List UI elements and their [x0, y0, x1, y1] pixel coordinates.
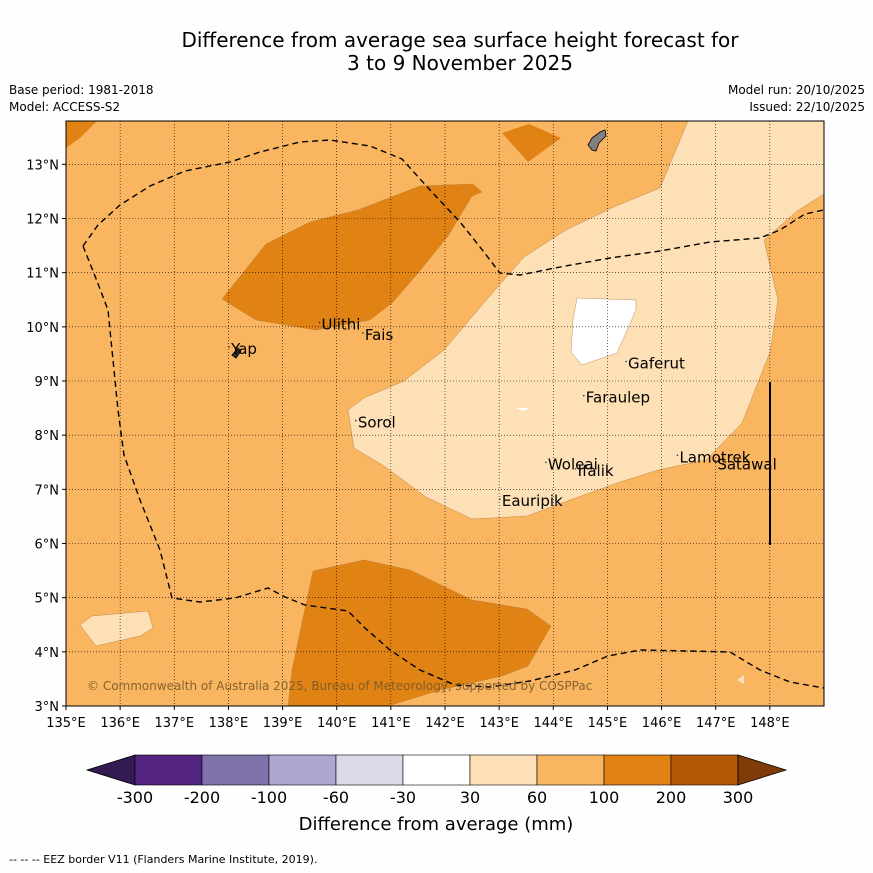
place-label: Ifalik	[578, 462, 614, 480]
lon-tick-label: 136°E	[100, 716, 140, 731]
place-marker	[545, 461, 547, 464]
lat-tick-label: 3°N	[35, 700, 60, 715]
colorbar-box	[335, 754, 404, 786]
lon-tick-label: 142°E	[425, 716, 465, 731]
region-100-200-south	[287, 559, 552, 706]
colorbar-tick-label: 200	[656, 788, 687, 807]
map-gridlines	[66, 121, 824, 706]
chart-title-line1: Difference from average sea surface heig…	[181, 28, 739, 52]
lon-tick-label: 143°E	[479, 716, 519, 731]
land-yap	[231, 347, 242, 359]
place-marker	[362, 332, 364, 334]
colorbar-tick-label: 60	[527, 788, 547, 807]
colorbar-tick-label: 30	[460, 788, 480, 807]
lon-tick-label: 141°E	[371, 716, 411, 731]
model-name: Model: ACCESS-S2	[9, 100, 121, 114]
lon-tick-label: 148°E	[750, 716, 790, 731]
lon-tick-label: 146°E	[642, 716, 682, 731]
colorbar-ticks: -300 -200 -100 -60 -30 30 60 100 200 300	[117, 788, 753, 807]
lat-tick-label: 13°N	[26, 158, 59, 173]
lat-tick-label: 12°N	[26, 213, 59, 228]
colorbar-tick-label: 300	[723, 788, 754, 807]
land-guam	[587, 129, 607, 152]
colorbar-tick-label: -60	[323, 788, 349, 807]
lon-tick-label: 138°E	[209, 716, 249, 731]
latitude-axis: 3°N 4°N 5°N 6°N 7°N 8°N 9°N 10°N 11°N 12°N 13°N	[26, 158, 66, 715]
colorbar-tick-label: 100	[589, 788, 620, 807]
colorbar-high-arrow	[737, 754, 788, 786]
lon-tick-label: 135°E	[46, 716, 86, 731]
colorbar-low-arrow	[85, 754, 136, 786]
eez-border-line	[82, 139, 824, 689]
place-marker	[714, 461, 717, 464]
place-marker	[574, 467, 577, 470]
lat-tick-label: 7°N	[35, 483, 60, 498]
chart-title-line2: 3 to 9 November 2025	[347, 51, 573, 75]
place-marker	[228, 346, 230, 348]
map-plot-area	[66, 121, 824, 706]
place-label: Sorol	[358, 414, 396, 432]
lat-tick-label: 8°N	[35, 429, 60, 444]
region-white-center	[570, 297, 637, 366]
longitude-axis: 135°E 136°E 137°E 138°E 139°E 140°E 141°E 142°E…	[46, 706, 790, 731]
place-label: Satawal	[717, 455, 776, 473]
place-label: Woleai	[548, 455, 598, 473]
lat-tick-label: 11°N	[26, 267, 59, 282]
place-marker	[625, 360, 627, 363]
place-label: Faraulep	[586, 389, 650, 407]
place-marker	[676, 454, 679, 457]
lon-tick-label: 140°E	[317, 716, 357, 731]
lat-tick-label: 4°N	[35, 646, 60, 661]
place-marker	[499, 498, 501, 500]
colorbar-box	[670, 754, 739, 786]
colorbar-box	[469, 754, 538, 786]
colorbar-tick-label: -200	[184, 788, 220, 807]
region-30-60-tiny	[737, 675, 744, 684]
colorbar-box	[536, 754, 605, 786]
lat-tick-label: 10°N	[26, 321, 59, 336]
colorbar-tick-label: -100	[251, 788, 287, 807]
lon-tick-label: 147°E	[696, 716, 736, 731]
colorbar: -300 -200 -100 -60 -30 30 60 100 200 300 Differen…	[85, 754, 788, 835]
issued-date: Issued: 22/10/2025	[749, 100, 865, 114]
colorbar-box	[268, 754, 337, 786]
colorbar-box	[201, 754, 270, 786]
eez-footnote: -- -- -- EEZ border V11 (Flanders Marine…	[9, 853, 318, 866]
colorbar-tick-label: -30	[390, 788, 416, 807]
base-period: Base period: 1981-2018	[9, 83, 154, 97]
place-marker	[355, 419, 357, 422]
colorbar-box	[134, 754, 203, 786]
place-label: Gaferut	[628, 355, 685, 373]
region-100-200-nw-corner	[66, 121, 97, 148]
model-run: Model run: 20/10/2025	[727, 83, 865, 97]
colorbar-box	[402, 754, 471, 786]
colorbar-label: Difference from average (mm)	[299, 814, 574, 835]
lon-tick-label: 144°E	[534, 716, 574, 731]
colorbar-tick-label: -300	[117, 788, 153, 807]
lon-tick-label: 139°E	[263, 716, 303, 731]
place-label: Yap	[230, 340, 257, 358]
region-white-small	[516, 408, 529, 411]
lon-tick-label: 137°E	[155, 716, 195, 731]
lat-tick-label: 6°N	[35, 538, 60, 553]
region-30-60-southwest	[79, 610, 154, 647]
place-marker	[318, 321, 321, 324]
region-100-200-northeast	[502, 124, 561, 162]
lon-tick-label: 145°E	[588, 716, 628, 731]
copyright-notice: © Commonwealth of Australia 2025, Bureau…	[87, 679, 592, 693]
lat-tick-label: 5°N	[35, 592, 60, 607]
place-marker	[582, 394, 585, 397]
colorbar-boxes	[134, 754, 739, 786]
place-label: Lamotrek	[679, 448, 750, 466]
lat-tick-label: 9°N	[35, 375, 60, 390]
colorbar-box	[603, 754, 672, 786]
place-label: Eauripik	[502, 492, 563, 510]
place-label: Ulithi	[322, 316, 361, 334]
place-label: Fais	[365, 326, 394, 344]
